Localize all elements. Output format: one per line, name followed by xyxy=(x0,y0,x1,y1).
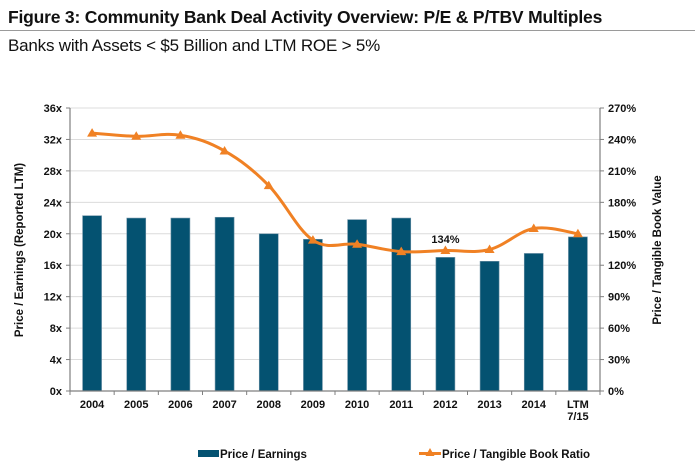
line-marker-2013 xyxy=(484,244,495,253)
y-right-tick-label: 120% xyxy=(608,260,636,272)
x-tick-label: 2012 xyxy=(433,399,457,411)
bar-2007 xyxy=(214,216,235,392)
bar-2005 xyxy=(126,217,147,392)
line-marker-2014 xyxy=(528,223,539,233)
line-marker-2010 xyxy=(352,239,363,248)
x-tick-label: 2009 xyxy=(301,399,325,411)
tick-labels: 0x 4x 8x 12x 16x 20x 24x 28x 32x 36x 0% 30% 60% 90% 12… xyxy=(44,103,637,423)
x-tick-label: 2010 xyxy=(345,399,369,411)
legend-label-price-earnings: Price / Earnings xyxy=(220,449,307,461)
legend: Price / Earnings Price / Tangible Book R… xyxy=(198,448,590,461)
bar-2004 xyxy=(82,215,102,392)
y-left-tick-label: 8x xyxy=(50,323,63,335)
y-right-tick-label: 0% xyxy=(608,386,624,398)
bar-2009 xyxy=(303,238,323,392)
line-marker-ltm-7-15 xyxy=(572,228,583,238)
legend-label-price-tbv: Price / Tangible Book Ratio xyxy=(442,449,590,461)
line-marker-2006 xyxy=(175,130,186,139)
line-marker-2004 xyxy=(87,128,98,137)
y-axis-left-label: Price / Earnings (Reported LTM) xyxy=(14,163,26,337)
y-right-tick-label: 60% xyxy=(608,323,630,335)
y-left-tick-label: 4x xyxy=(50,355,63,367)
bar-2006 xyxy=(170,217,191,392)
x-tick-label: 2008 xyxy=(257,399,281,411)
x-tick-label: 2005 xyxy=(124,399,148,411)
y-left-tick-label: 16x xyxy=(44,260,63,272)
x-tick-label: 2013 xyxy=(477,399,501,411)
y-left-tick-label: 28x xyxy=(44,166,63,178)
y-right-tick-label: 150% xyxy=(608,229,636,241)
x-tick-label: 2007 xyxy=(212,399,236,411)
gridlines xyxy=(70,107,600,361)
bar-2012 xyxy=(435,257,456,392)
line-marker-2007 xyxy=(219,145,230,155)
bar-2013 xyxy=(479,260,500,392)
bar-2008 xyxy=(258,233,279,392)
data-label-annotation: 134% xyxy=(431,234,459,246)
chart-title: Figure 3: Community Bank Deal Activity O… xyxy=(8,7,603,27)
y-left-tick-label: 32x xyxy=(44,134,63,146)
axes xyxy=(66,107,604,395)
y-axis-right-label: Price / Tangible Book Value xyxy=(652,175,664,324)
x-tick-label: 2014 xyxy=(522,399,547,411)
line-path-price-tbv xyxy=(90,131,580,254)
bar-2014 xyxy=(523,253,544,392)
bar-ltm-7-15 xyxy=(568,236,588,392)
line-series-price-tbv xyxy=(87,128,583,256)
x-tick-label: 2011 xyxy=(389,399,413,411)
legend-swatch-price-earnings xyxy=(198,450,219,457)
legend-swatch-price-tbv xyxy=(419,448,441,456)
line-marker-2009 xyxy=(307,235,318,244)
bar-2011 xyxy=(391,217,412,392)
bar-series-price-earnings xyxy=(82,215,588,392)
chart-subtitle: Banks with Assets < $5 Billion and LTM R… xyxy=(8,36,381,55)
x-tick-label: LTM xyxy=(567,399,589,411)
y-left-tick-label: 20x xyxy=(44,229,63,241)
x-tick-label: 2004 xyxy=(80,399,105,411)
y-left-tick-label: 36x xyxy=(44,103,63,115)
y-right-tick-label: 270% xyxy=(608,103,636,115)
y-left-tick-label: 24x xyxy=(44,197,63,209)
y-left-tick-label: 0x xyxy=(50,386,63,398)
x-tick-label: 2006 xyxy=(168,399,192,411)
line-marker-2011 xyxy=(396,246,407,256)
y-right-tick-label: 180% xyxy=(608,197,636,209)
line-marker-2008 xyxy=(263,180,274,190)
line-marker-2012 xyxy=(440,245,451,255)
line-marker-2005 xyxy=(131,131,142,140)
x-tick-label: 7/15 xyxy=(567,411,588,423)
title-divider xyxy=(0,30,695,31)
y-right-tick-label: 240% xyxy=(608,134,636,146)
y-right-tick-label: 30% xyxy=(608,355,630,367)
y-right-tick-label: 90% xyxy=(608,292,630,304)
y-left-tick-label: 12x xyxy=(44,292,63,304)
y-right-tick-label: 210% xyxy=(608,166,636,178)
